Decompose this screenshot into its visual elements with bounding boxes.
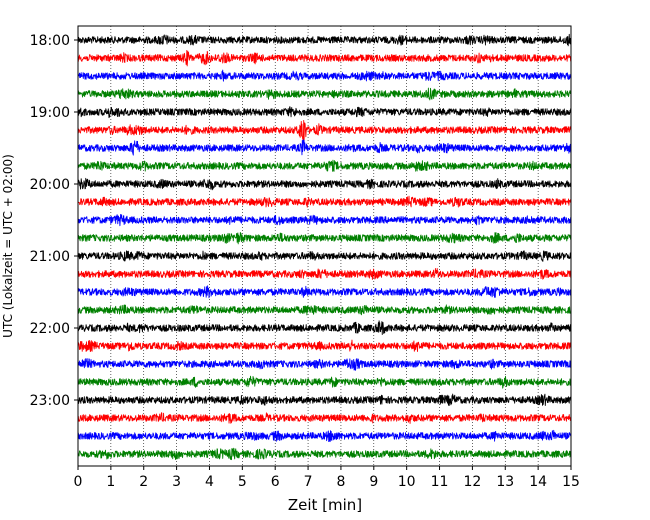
trace-line: [77, 214, 572, 227]
trace-line: [77, 106, 572, 119]
trace-line: [77, 33, 572, 47]
y-axis-ticks: 18:00 19:00 20:00 21:00 22:00 23:00: [30, 33, 78, 409]
trace-line: [77, 320, 572, 335]
x-tick-label: 7: [304, 474, 313, 490]
trace-line: [77, 393, 572, 406]
x-tick-label: 13: [496, 474, 514, 490]
trace-line: [77, 358, 572, 371]
x-tick-label: 5: [238, 474, 247, 490]
x-tick-label: 11: [431, 474, 449, 490]
minute-grid: [110, 26, 539, 466]
y-tick-label: 20:00: [30, 177, 70, 193]
trace-line: [77, 87, 572, 101]
x-axis-label: Zeit [min]: [288, 496, 362, 514]
y-tick-label: 18:00: [30, 33, 70, 49]
plot-frame: [77, 25, 572, 467]
x-tick-label: 8: [336, 474, 345, 490]
x-tick-label: 0: [74, 474, 83, 490]
y-tick-label: 22:00: [30, 321, 70, 337]
x-tick-label: 15: [562, 474, 580, 490]
trace-line: [77, 159, 572, 172]
x-tick-label: 2: [139, 474, 148, 490]
x-tick-label: 1: [106, 474, 115, 490]
trace-line: [77, 339, 572, 353]
trace-line: [77, 267, 572, 280]
y-tick-label: 23:00: [30, 393, 70, 409]
trace-line: [77, 177, 572, 191]
x-tick-label: 12: [463, 474, 481, 490]
trace-line: [77, 250, 572, 262]
y-tick-label: 21:00: [30, 249, 70, 265]
trace-line: [77, 195, 572, 208]
x-tick-label: 9: [369, 474, 378, 490]
trace-line: [77, 412, 572, 424]
x-tick-label: 10: [398, 474, 416, 490]
trace-line: [77, 119, 572, 143]
trace-line: [77, 69, 572, 82]
x-tick-label: 14: [529, 474, 547, 490]
trace-line: [77, 375, 572, 389]
y-tick-label: 19:00: [30, 105, 70, 121]
trace-line: [77, 304, 572, 316]
y-axis-label: UTC (Lokalzeit = UTC + 02:00): [1, 154, 15, 338]
trace-line: [77, 139, 572, 156]
x-axis-ticks: 0 1 2 3 4 5 6 7 8 9 10 11 12 13 14 15: [74, 466, 580, 490]
trace-line: [77, 231, 572, 245]
x-tick-label: 3: [172, 474, 181, 490]
seismogram-traces: [77, 33, 572, 461]
trace-line: [77, 429, 572, 443]
x-tick-label: 6: [271, 474, 280, 490]
trace-line: [77, 49, 572, 67]
x-tick-label: 4: [205, 474, 214, 490]
trace-line: [77, 285, 572, 299]
trace-line: [77, 447, 572, 461]
